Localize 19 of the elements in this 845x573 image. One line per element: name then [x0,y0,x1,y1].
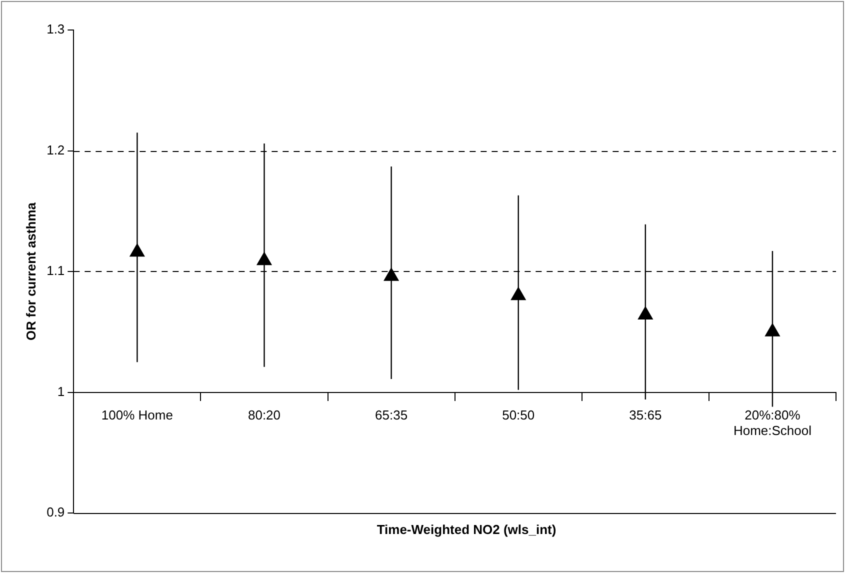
y-tick-label: 1.2 [46,142,65,158]
point [765,323,780,336]
point [130,244,145,257]
x-tick-label: 35:65 [629,408,662,423]
y-tick-label: 1.3 [46,22,65,37]
y-tick-label: 1.1 [46,263,65,278]
x-axis-title: Time-Weighted NO2 (wls_int) [376,522,558,537]
y-tick-label: 1 [57,384,65,399]
x-tick-label: 100% Home [101,408,173,423]
x-tick-label: 50:50 [502,408,535,423]
point [384,268,399,281]
y-tick-label: 0.9 [46,504,65,520]
x-tick-label: 20%:80% Home:School [733,408,812,438]
x-tick-label: 80:20 [248,408,281,423]
x-tick-label: 65:35 [375,408,408,423]
point [638,306,653,320]
point [256,252,272,266]
point [510,287,526,300]
y-axis-title: OR for current asthma [23,202,38,340]
